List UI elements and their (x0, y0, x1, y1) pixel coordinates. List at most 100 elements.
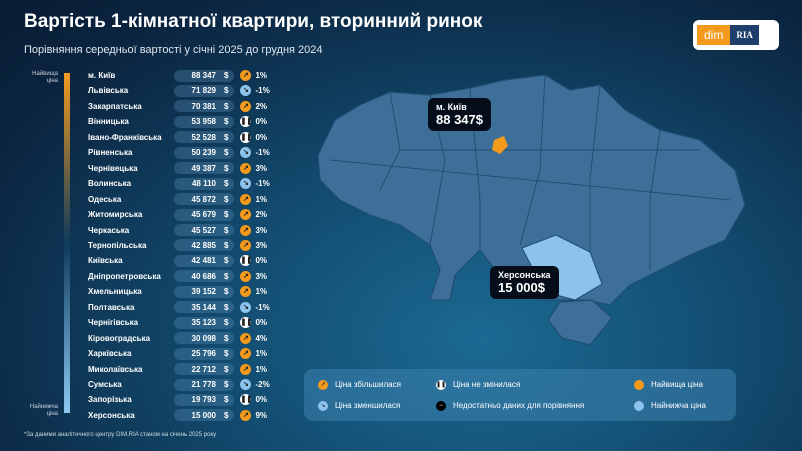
change-percent: 9% (255, 410, 268, 420)
arrow-up-icon: ↗ (240, 100, 252, 112)
price-value: 19 793 (191, 395, 216, 405)
change-percent: 2% (255, 101, 268, 111)
price-pill: 50 239 $ (174, 146, 235, 159)
callout-value: 88 347$ (436, 112, 483, 127)
pause-icon: ❚❚ (240, 255, 253, 267)
currency: $ (224, 240, 229, 250)
price-value: 22 712 (191, 364, 216, 374)
price-value: 15 000 (191, 410, 216, 420)
price-pill: 49 387 $ (174, 162, 235, 175)
highest-price-callout: м. Київ 88 347$ (428, 98, 491, 131)
legend-label: Ціна зменшилася (335, 401, 401, 410)
legend-same: ❚❚ Ціна не змінилася (436, 379, 626, 390)
arrow-up-icon: ↗ (240, 409, 252, 421)
price-pill: 70 381 $ (174, 100, 235, 113)
region-name: Полтавська (88, 302, 135, 312)
price-value: 45 527 (191, 225, 216, 235)
region-row: Чернігівська 35 123 $ ❚❚ 0% (88, 316, 267, 329)
region-name: Хмельницька (88, 287, 142, 297)
price-pill: 42 885 $ (174, 239, 235, 252)
change-percent: 3% (255, 163, 268, 173)
currency: $ (224, 395, 229, 405)
region-name: Рівненська (88, 148, 133, 158)
price-value: 42 885 (191, 240, 216, 250)
region-name: Черкаська (88, 225, 130, 235)
pause-icon: ❚❚ (436, 379, 447, 390)
price-value: 21 778 (191, 380, 216, 389)
region-name: Сумська (88, 380, 122, 389)
currency: $ (224, 163, 229, 173)
change-percent: 2% (255, 210, 268, 220)
region-row: Тернопільська 42 885 $ ↗ 3% (88, 239, 267, 252)
price-pill: 48 110 $ (174, 177, 235, 190)
dim-ria-logo: dim RIA (693, 20, 779, 50)
price-value: 39 152 (191, 287, 216, 297)
callout-value: 15 000$ (498, 280, 545, 295)
change-percent: 0% (255, 132, 268, 142)
price-value: 70 381 (191, 101, 216, 111)
arrow-up-icon: ↗ (240, 239, 252, 251)
region-row: Полтавська 35 144 $ ↘ -1% (88, 301, 270, 314)
currency: $ (224, 132, 229, 142)
region-name: Херсонська (88, 410, 135, 420)
region-row: Львівська 71 829 $ ↘ -1% (88, 84, 270, 97)
arrow-down-icon: ↘ (240, 178, 252, 190)
currency: $ (224, 271, 229, 281)
region-row: Черкаська 45 527 $ ↗ 3% (88, 224, 267, 237)
currency: $ (224, 349, 229, 359)
price-pill: 25 796 $ (174, 347, 235, 360)
region-name: Житомирська (88, 210, 143, 220)
legend-down: ↘ Ціна зменшилася (318, 400, 428, 411)
pause-icon: ❚❚ (240, 394, 253, 406)
arrow-down-icon: ↘ (240, 147, 252, 159)
region-row: Чернівецька 49 387 $ ↗ 3% (88, 162, 267, 175)
change-percent: 0% (255, 256, 268, 266)
region-name: Київська (88, 256, 123, 266)
region-row: Київська 42 481 $ ❚❚ 0% (88, 254, 267, 267)
change-percent: -1% (255, 179, 270, 189)
price-pill: 88 347 $ (174, 69, 235, 82)
price-pill: 35 144 $ (174, 301, 235, 314)
logo-dim: dim (697, 25, 731, 45)
arrow-up-icon: ↗ (240, 286, 252, 298)
footnote: *За даними аналітичного центру DIM.RIA с… (24, 432, 217, 438)
region-name: Тернопільська (88, 240, 147, 250)
price-pill: 45 872 $ (174, 193, 235, 206)
region-row: м. Київ 88 347 $ ↗ 1% (88, 69, 267, 82)
map-kyiv-city (492, 136, 508, 154)
price-value: 25 796 (191, 349, 216, 359)
region-name: Одеська (88, 194, 122, 204)
price-pill: 53 958 $ (174, 115, 235, 128)
legend-label: Найнижча ціна (651, 401, 706, 410)
price-pill: 19 793 $ (174, 393, 235, 406)
legend: ↗ Ціна збільшилася ❚❚ Ціна не змінилася На… (304, 369, 736, 421)
change-percent: 4% (255, 333, 268, 343)
arrow-up-icon: ↗ (240, 348, 252, 360)
change-percent: 0% (255, 395, 268, 405)
change-percent: 1% (255, 287, 268, 297)
price-pill: 71 829 $ (174, 84, 235, 97)
change-percent: 1% (255, 71, 268, 80)
region-row: Хмельницька 39 152 $ ↗ 1% (88, 285, 267, 298)
arrow-up-icon: ↗ (240, 193, 252, 205)
region-row: Херсонська 15 000 $ ↗ 9% (88, 409, 267, 422)
region-row: Житомирська 45 679 $ ↗ 2% (88, 208, 267, 221)
change-percent: 1% (255, 364, 268, 374)
change-percent: -1% (255, 148, 270, 158)
region-row: Запорізька 19 793 $ ❚❚ 0% (88, 393, 267, 406)
currency: $ (224, 364, 229, 374)
callout-region: м. Київ (436, 102, 467, 112)
currency: $ (224, 210, 229, 220)
price-scale-bar (64, 73, 70, 413)
map-borders (329, 74, 731, 270)
arrow-up-icon: ↗ (240, 70, 252, 81)
change-percent: 3% (255, 240, 268, 250)
region-row: Волинська 48 110 $ ↘ -1% (88, 177, 270, 190)
price-pill: 22 712 $ (174, 363, 235, 376)
price-value: 52 528 (191, 132, 216, 142)
legend-label: Найвища ціна (651, 380, 703, 389)
currency: $ (224, 287, 229, 297)
currency: $ (224, 71, 229, 80)
region-row: Кіровоградська 30 098 $ ↗ 4% (88, 332, 267, 345)
price-pill: 30 098 $ (174, 332, 235, 345)
